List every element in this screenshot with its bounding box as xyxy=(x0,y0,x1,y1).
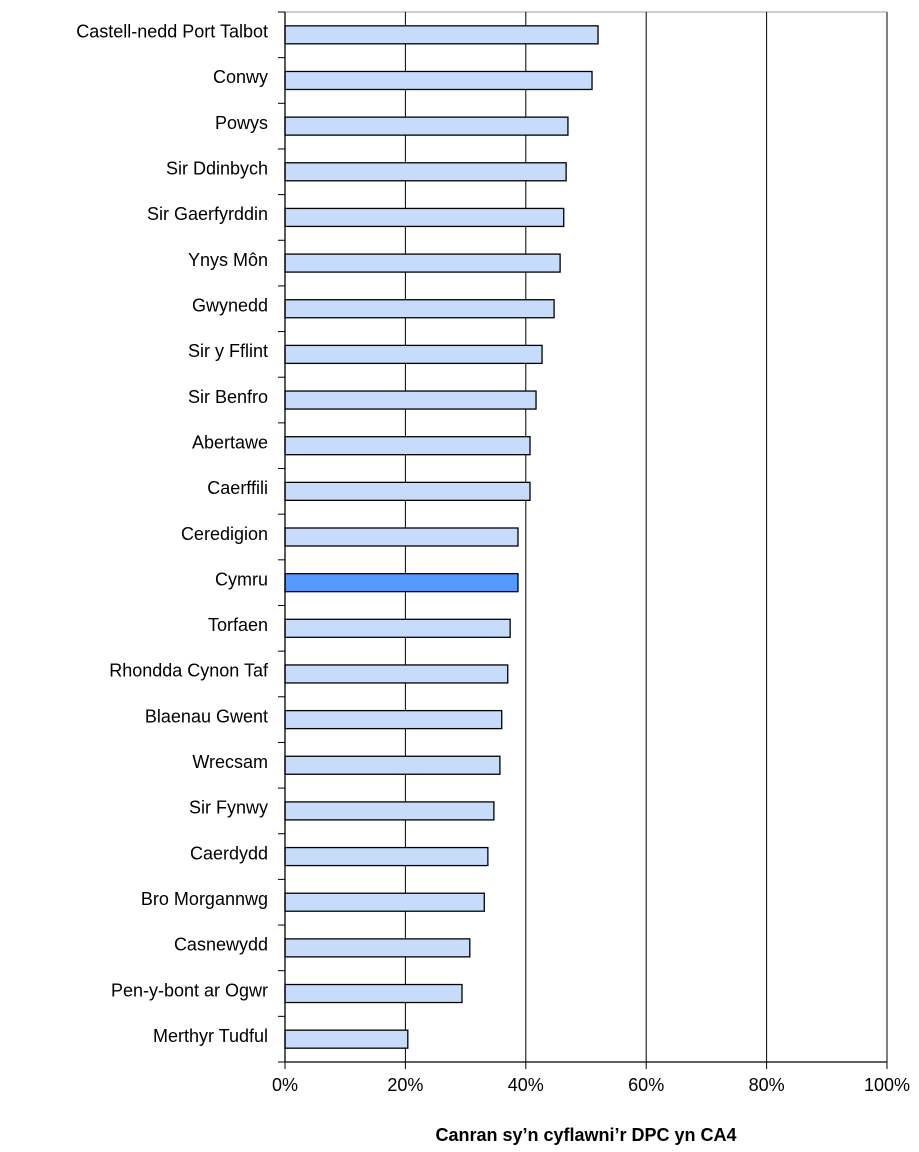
bar xyxy=(284,436,531,456)
bar xyxy=(284,527,519,547)
bar xyxy=(284,664,509,684)
y-tick-label: Casnewydd xyxy=(174,935,268,955)
x-tick-label: 20% xyxy=(387,1075,423,1095)
bar xyxy=(284,938,471,958)
bar xyxy=(284,116,569,136)
bar xyxy=(284,892,485,912)
bar xyxy=(284,481,531,501)
x-tick-label: 60% xyxy=(628,1075,664,1095)
x-tick-label: 80% xyxy=(749,1075,785,1095)
bar xyxy=(284,162,567,182)
bar xyxy=(284,70,593,91)
y-tick-label: Abertawe xyxy=(192,432,268,452)
y-tick-label: Sir Gaerfyrddin xyxy=(147,204,268,224)
y-tick-label: Merthyr Tudful xyxy=(153,1026,268,1046)
y-tick-label: Conwy xyxy=(213,67,268,87)
y-tick-label: Blaenau Gwent xyxy=(145,706,268,726)
y-tick-label: Bro Morgannwg xyxy=(141,889,268,909)
y-tick-label: Ceredigion xyxy=(181,524,268,544)
y-tick-label: Castell-nedd Port Talbot xyxy=(76,22,268,42)
x-axis-title: Canran sy’n cyflawni’r DPC yn CA4 xyxy=(435,1125,736,1145)
bar xyxy=(284,25,599,45)
x-tick-label: 40% xyxy=(508,1075,544,1095)
y-tick-label: Rhondda Cynon Taf xyxy=(109,661,269,681)
bar xyxy=(284,801,495,821)
y-tick-label: Pen-y-bont ar Ogwr xyxy=(111,980,268,1000)
y-tick-label: Powys xyxy=(215,113,268,133)
bar xyxy=(284,618,511,638)
y-tick-label: Wrecsam xyxy=(192,752,268,772)
y-tick-label: Sir Benfro xyxy=(188,387,268,407)
bar xyxy=(284,344,543,365)
y-tick-label: Sir Ddinbych xyxy=(166,159,268,179)
bar xyxy=(284,299,555,319)
bar xyxy=(284,390,537,410)
bar xyxy=(284,709,503,730)
x-tick-label: 100% xyxy=(864,1075,910,1095)
bar xyxy=(284,755,501,775)
x-tick-label: 0% xyxy=(272,1075,298,1095)
y-tick-label: Torfaen xyxy=(208,615,268,635)
bar xyxy=(284,253,561,273)
y-tick-label: Caerffili xyxy=(207,478,268,498)
bar xyxy=(284,846,489,867)
bar xyxy=(284,983,463,1004)
y-tick-label: Sir y Fflint xyxy=(188,341,268,361)
y-tick-label: Cymru xyxy=(215,569,268,589)
y-tick-label: Ynys Môn xyxy=(188,250,268,270)
y-tick-label: Caerdydd xyxy=(190,843,268,863)
y-tick-label: Gwynedd xyxy=(192,295,268,315)
y-tick-label: Sir Fynwy xyxy=(189,798,268,818)
bar xyxy=(284,1029,409,1049)
bar xyxy=(284,207,565,228)
bar xyxy=(284,573,519,593)
